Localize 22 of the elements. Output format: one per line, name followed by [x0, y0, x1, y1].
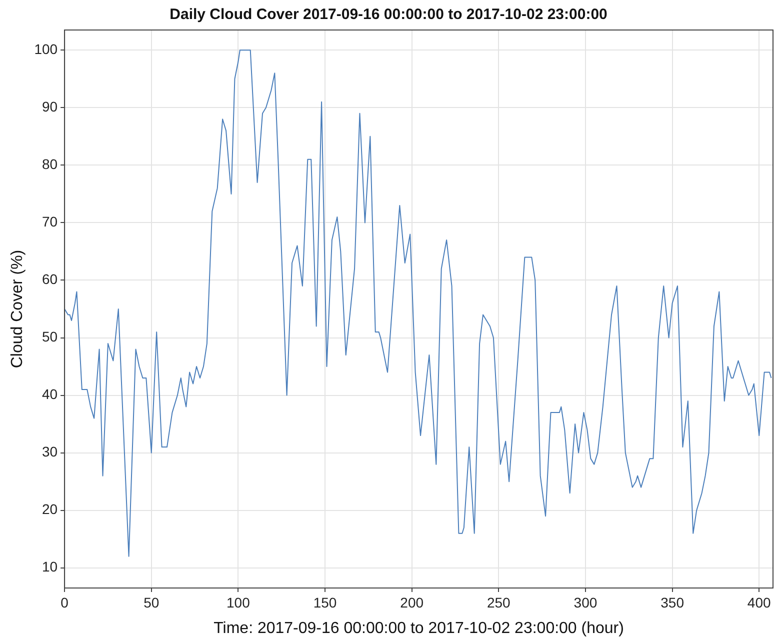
y-tick-label: 70 — [42, 214, 58, 230]
y-tick-label: 60 — [42, 271, 58, 288]
x-tick-label: 400 — [747, 594, 771, 610]
x-tick-label: 100 — [226, 594, 250, 610]
x-tick-label: 200 — [400, 594, 424, 610]
y-tick-label: 100 — [34, 40, 58, 57]
y-tick-label: 80 — [42, 156, 58, 172]
y-axis-title: Cloud Cover (%) — [9, 250, 26, 368]
y-tick-label: 50 — [42, 328, 58, 345]
y-tick-label: 20 — [42, 501, 58, 518]
x-axis-title: Time: 2017-09-16 00:00:00 to 2017-10-02 23:00:00 (hour) — [214, 620, 624, 637]
y-tick-label: 30 — [42, 444, 58, 460]
x-tick-label: 150 — [313, 594, 337, 610]
x-tick-label: 250 — [486, 594, 511, 610]
y-tick-label: 40 — [42, 386, 58, 402]
y-tick-label: 10 — [42, 558, 58, 575]
x-tick-label: 300 — [574, 594, 598, 610]
chart-title: Daily Cloud Cover 2017-09-16 00:00:00 to 2017-10-02 23:00:00 — [170, 6, 608, 24]
y-tick-label: 90 — [42, 98, 58, 115]
x-tick-label: 0 — [60, 594, 69, 610]
x-tick-label: 350 — [660, 594, 684, 610]
x-tick-label: 50 — [144, 594, 160, 610]
